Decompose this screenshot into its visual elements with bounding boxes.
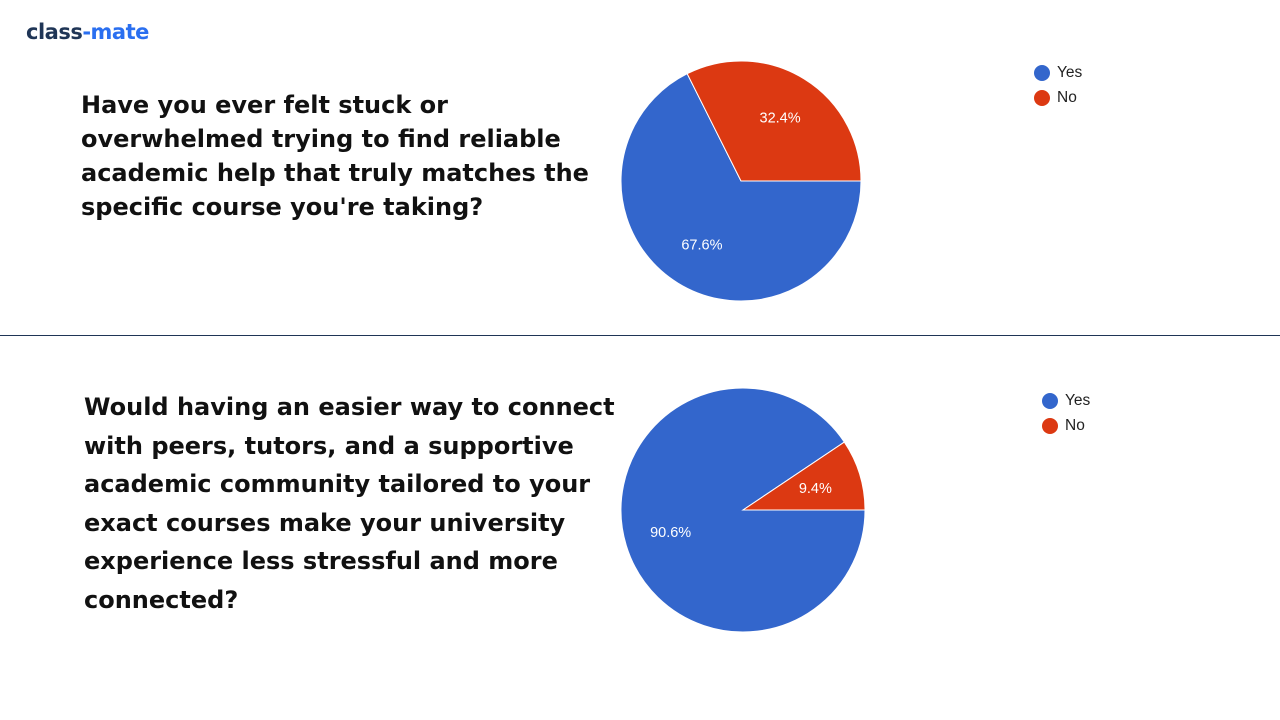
section-divider [0,335,1280,336]
legend-swatch-yes [1034,64,1050,81]
legend-item-yes: Yes [1042,388,1090,414]
pie-slice-no [686,60,862,182]
legend-2: Yes No [1042,388,1090,439]
legend-label-no: No [1065,417,1085,435]
legend-swatch-no [1042,418,1058,435]
pie-chart-1: 67.6% 32.4% [620,60,862,302]
classmate-logo: class-mate [26,18,149,46]
slice-label-no: 9.4% [799,481,832,497]
legend-1: Yes No [1034,60,1082,111]
slice-label-no: 32.4% [760,111,801,127]
legend-item-yes: Yes [1034,60,1082,86]
legend-label-yes: Yes [1057,63,1083,81]
pie-slice-yes [620,73,862,302]
pie-chart-2: 90.6% 9.4% [620,387,866,633]
legend-item-no: No [1042,414,1090,440]
legend-swatch-no [1034,90,1050,107]
slice-label-yes: 67.6% [681,237,722,253]
logo-text-mate: mate [90,20,150,44]
survey-question-1: Have you ever felt stuck or overwhelmed … [81,91,589,221]
legend-label-yes: Yes [1065,391,1091,409]
legend-label-no: No [1057,89,1077,107]
legend-item-no: No [1034,86,1082,112]
pie-slice-no [741,441,866,511]
legend-swatch-yes [1042,392,1058,409]
logo-separator: - [82,20,91,44]
survey-question-2: Would having an easier way to connect wi… [84,393,615,614]
slice-label-yes: 90.6% [650,525,691,541]
logo-text-class: class [26,20,83,44]
